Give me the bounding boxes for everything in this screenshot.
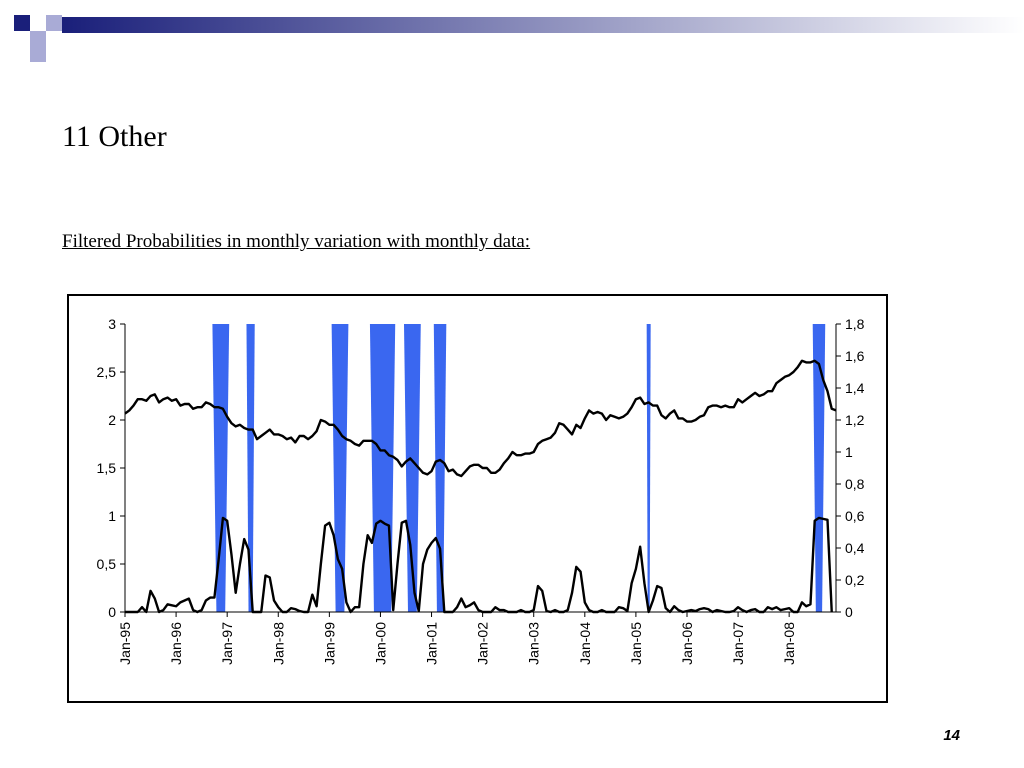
chart-frame: 0 0,5 1 1,5 2 2,5 3 0 0,2 0,4 0,6 0,8 1 1,2 1,4 1,6 1,8 J… bbox=[67, 294, 888, 703]
x-axis-tick-label: Jan-06 bbox=[679, 622, 695, 665]
header-square-light bbox=[30, 46, 46, 62]
regime-shade-bar bbox=[646, 324, 651, 612]
page-number: 14 bbox=[943, 727, 960, 744]
right-axis-tick-label: 1,8 bbox=[845, 316, 865, 332]
right-axis-tick-label: 0,6 bbox=[845, 508, 865, 524]
x-axis-tick-label: Jan-04 bbox=[577, 622, 593, 665]
x-axis-tick-label: Jan-99 bbox=[321, 622, 337, 665]
header-square-dark bbox=[14, 15, 30, 31]
x-axis-tick-label: Jan-96 bbox=[168, 622, 184, 665]
slide-subtitle: Filtered Probabilities in monthly variat… bbox=[62, 231, 531, 252]
left-axis-tick-label: 1 bbox=[108, 508, 116, 524]
filtered-probabilities-chart: 0 0,5 1 1,5 2 2,5 3 0 0,2 0,4 0,6 0,8 1 1,2 1,4 1,6 1,8 J… bbox=[97, 316, 865, 665]
left-axis-tick-label: 1,5 bbox=[97, 460, 117, 476]
header-square-light bbox=[30, 31, 46, 47]
regime-shade-bar bbox=[246, 324, 255, 612]
regime-shade-bar bbox=[331, 324, 349, 612]
right-axis-tick-label: 1,4 bbox=[845, 380, 865, 396]
series-line-right-axis bbox=[124, 359, 837, 478]
header-decoration bbox=[14, 15, 1024, 62]
x-axis-tick-label: Jan-03 bbox=[526, 622, 542, 665]
left-axis-tick-label: 2 bbox=[108, 412, 116, 428]
left-axis-tick-label: 2,5 bbox=[97, 364, 117, 380]
regime-shade-bar bbox=[433, 324, 447, 612]
x-axis-tick-label: Jan-07 bbox=[730, 622, 746, 665]
right-axis-tick-label: 1,2 bbox=[845, 412, 865, 428]
x-axis-tick-label: Jan-05 bbox=[628, 622, 644, 665]
regime-shade-bar bbox=[812, 324, 826, 612]
right-axis-tick-label: 0,4 bbox=[845, 540, 865, 556]
left-axis-tick-label: 3 bbox=[108, 316, 116, 332]
x-axis-tick-label: Jan-95 bbox=[117, 622, 133, 665]
slide-title: 11 Other bbox=[62, 120, 167, 153]
left-axis-tick-label: 0,5 bbox=[97, 556, 117, 572]
x-axis-tick-label: Jan-02 bbox=[475, 622, 491, 665]
x-axis-tick-label: Jan-00 bbox=[372, 622, 388, 665]
x-axis-tick-label: Jan-98 bbox=[270, 622, 286, 665]
series-line-left-axis bbox=[125, 516, 833, 614]
left-axis-tick-label: 0 bbox=[108, 604, 116, 620]
x-axis-tick-label: Jan-97 bbox=[219, 622, 235, 665]
right-axis-tick-label: 1,6 bbox=[845, 348, 865, 364]
right-axis-tick-label: 0,8 bbox=[845, 476, 865, 492]
header-square-light bbox=[46, 15, 62, 31]
right-axis-tick-label: 0 bbox=[845, 604, 853, 620]
x-axis-tick-label: Jan-08 bbox=[781, 622, 797, 665]
right-axis-tick-label: 0,2 bbox=[845, 572, 865, 588]
x-axis-tick-label: Jan-01 bbox=[424, 622, 440, 665]
header-gradient-bar bbox=[62, 17, 1024, 33]
right-axis-tick-label: 1 bbox=[845, 444, 853, 460]
regime-shade-bar bbox=[212, 324, 230, 612]
